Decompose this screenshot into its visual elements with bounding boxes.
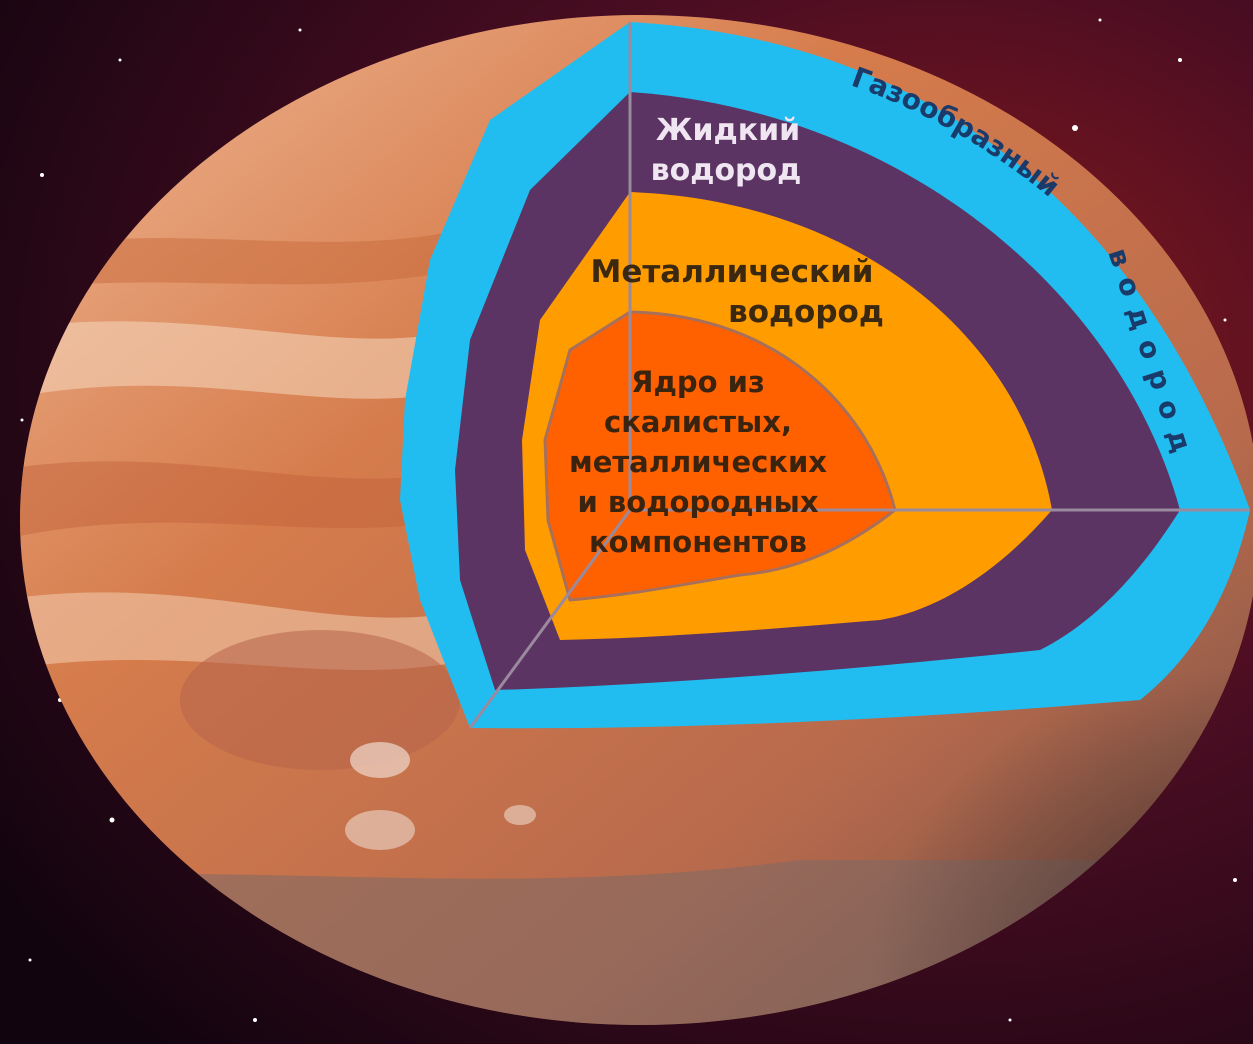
svg-text:Жидкий: Жидкий (656, 113, 800, 148)
cut-lines (468, 22, 1250, 729)
core-label: Ядро из скалистых, металлических и водор… (569, 365, 827, 559)
core (543, 310, 897, 602)
svg-text:водород: водород (728, 294, 884, 330)
svg-text:металлических: металлических (569, 445, 827, 479)
metallic-hydrogen-label: Металлический водород (590, 254, 883, 330)
svg-text:Металлический: Металлический (590, 254, 873, 290)
svg-text:и водородных: и водородных (577, 485, 818, 519)
svg-text:компонентов: компонентов (589, 525, 807, 559)
svg-text:водород: водород (651, 153, 802, 188)
svg-text:Ядро из: Ядро из (631, 365, 765, 399)
stars (20, 18, 1237, 1022)
svg-text:скалистых,: скалистых, (604, 405, 792, 439)
liquid-hydrogen-label: Жидкий водород (651, 113, 802, 188)
